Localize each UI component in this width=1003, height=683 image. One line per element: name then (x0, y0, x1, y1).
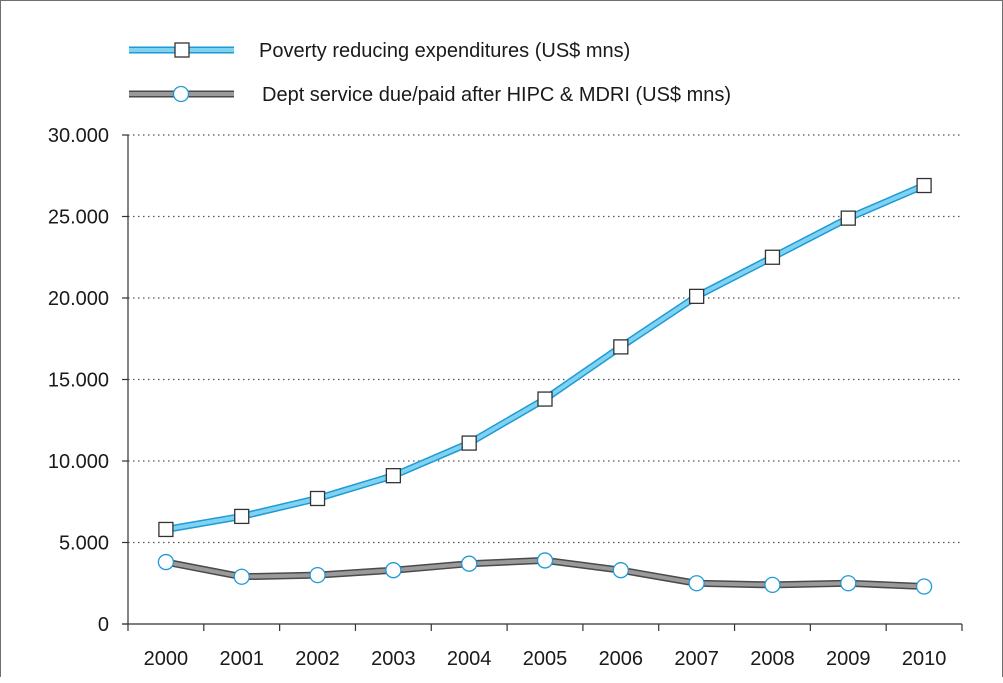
x-tick-label: 2010 (902, 648, 947, 670)
y-tick-label: 15.000 (48, 370, 109, 392)
series (157, 177, 933, 595)
data-point-circle (461, 555, 478, 572)
data-point-square (537, 391, 553, 407)
x-tick-label: 2002 (295, 648, 340, 670)
data-point-circle (840, 575, 857, 592)
y-tick-label: 5.000 (59, 533, 109, 555)
data-point-square (158, 521, 174, 538)
x-tick-label: 2007 (674, 648, 719, 670)
data-point-circle (536, 552, 554, 569)
data-point-circle (385, 562, 402, 579)
data-point-square (385, 468, 402, 484)
data-point-square (613, 339, 629, 355)
y-tick-label: 0 (98, 614, 109, 636)
data-point-square (309, 490, 326, 507)
data-point-square (840, 210, 856, 226)
legend-label: Dept service due/paid after HIPC & MDRI … (262, 84, 731, 106)
data-point-circle (612, 562, 629, 579)
x-tick-label: 2006 (599, 648, 644, 670)
x-tick-label: 2005 (523, 648, 568, 670)
x-tick-label: 2009 (826, 648, 871, 670)
data-point-square (461, 435, 477, 451)
y-tick-label: 10.000 (48, 451, 109, 473)
axes (122, 134, 963, 631)
x-tick-label: 2008 (750, 648, 795, 670)
y-tick-label: 20.000 (48, 288, 109, 310)
legend-label: Poverty reducing expenditures (US$ mns) (259, 40, 630, 62)
legend-marker-circle (172, 85, 190, 103)
data-point-square (234, 508, 250, 525)
data-point-square (916, 177, 932, 194)
data-point-circle (157, 553, 175, 571)
series-line (165, 183, 925, 532)
legend-marker-square (174, 42, 190, 58)
x-tick-labels: 2000 2001 2002 2003 2004 2005 2006 2007 2008 2009… (144, 648, 947, 670)
data-point-square (764, 249, 781, 265)
x-tick-label: 2004 (447, 648, 492, 670)
x-tick-label: 2000 (144, 648, 189, 670)
data-point-circle (915, 578, 933, 595)
y-tick-label: 30.000 (48, 125, 109, 147)
x-tick-label: 2003 (371, 648, 416, 670)
y-tick-labels: 0 5.000 10.000 15.000 20.000 25.000 30.000 (48, 125, 109, 636)
data-point-circle (309, 566, 326, 584)
data-point-circle (764, 576, 781, 594)
x-tick-label: 2001 (219, 648, 264, 670)
legend: Poverty reducing expenditures (US$ mns) D… (129, 40, 731, 106)
data-point-circle (233, 568, 250, 585)
data-point-circle (688, 575, 705, 592)
y-tick-label: 25.000 (48, 207, 109, 229)
data-point-square (688, 288, 705, 305)
gridlines (128, 134, 962, 544)
